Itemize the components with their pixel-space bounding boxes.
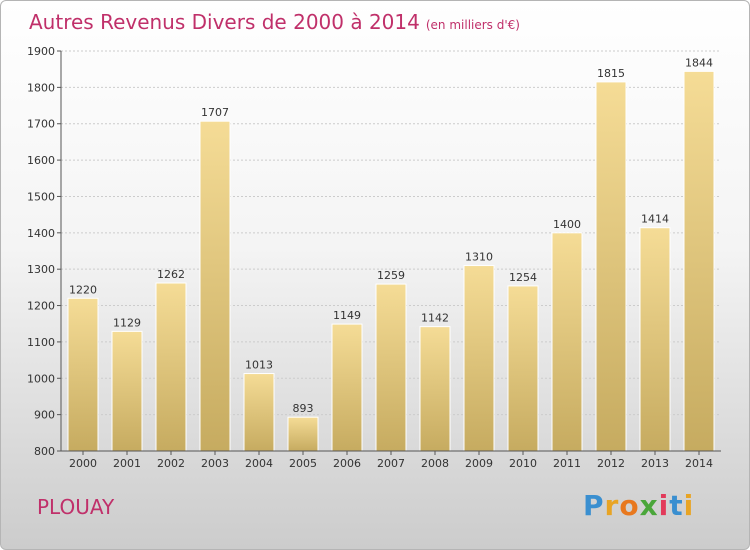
y-tick-label: 1600 — [27, 154, 55, 167]
value-label: 893 — [293, 402, 314, 415]
bar-2014 — [683, 70, 715, 452]
x-tick-label: 2005 — [289, 457, 317, 470]
y-tick-label: 1200 — [27, 300, 55, 313]
x-tick-label: 2012 — [597, 457, 625, 470]
value-label: 1220 — [69, 283, 97, 296]
value-label: 1844 — [685, 56, 713, 69]
value-label: 1259 — [377, 269, 405, 282]
value-label: 1414 — [641, 213, 669, 226]
y-tick-label: 1700 — [27, 118, 55, 131]
y-tick-label: 800 — [34, 445, 55, 458]
y-tick-label: 1300 — [27, 263, 55, 276]
y-tick-label: 1800 — [27, 81, 55, 94]
bar-2012 — [595, 81, 627, 452]
value-label: 1142 — [421, 312, 449, 325]
value-label: 1815 — [597, 67, 625, 80]
value-label: 1400 — [553, 218, 581, 231]
x-tick-label: 2008 — [421, 457, 449, 470]
bar-2000 — [67, 297, 99, 452]
x-tick-label: 2004 — [245, 457, 273, 470]
title-unit: (en milliers d'€) — [425, 18, 520, 32]
x-tick-label: 2009 — [465, 457, 493, 470]
x-tick-label: 2003 — [201, 457, 229, 470]
bar-2008 — [419, 326, 451, 452]
y-tick-label: 1500 — [27, 190, 55, 203]
x-tick-label: 2014 — [685, 457, 713, 470]
x-tick-label: 2000 — [69, 457, 97, 470]
bar-2001 — [111, 330, 143, 452]
bar-2005 — [287, 416, 319, 452]
bar-2011 — [551, 232, 583, 452]
title-text: Autres Revenus Divers de 2000 à 2014 — [29, 10, 420, 34]
y-tick-label: 1400 — [27, 227, 55, 240]
value-label: 1149 — [333, 309, 361, 322]
value-label: 1262 — [157, 268, 185, 281]
value-label: 1310 — [465, 251, 493, 264]
bar-2004 — [243, 373, 275, 452]
chart-title: Autres Revenus Divers de 2000 à 2014 (en … — [29, 10, 520, 34]
value-label: 1254 — [509, 271, 537, 284]
value-label: 1129 — [113, 316, 141, 329]
x-tick-label: 2001 — [113, 457, 141, 470]
bar-2007 — [375, 283, 407, 452]
axes — [57, 50, 721, 455]
x-tick-label: 2010 — [509, 457, 537, 470]
bar-2006 — [331, 323, 363, 452]
labels: 800 900 1000 1100 1200 1300 1400 1500 1600 1700 18… — [27, 45, 713, 470]
y-tick-label: 900 — [34, 409, 55, 422]
x-tick-label: 2013 — [641, 457, 669, 470]
y-tick-label: 1000 — [27, 372, 55, 385]
y-tick-label: 1100 — [27, 336, 55, 349]
proxiti-logo[interactable]: Proxiti — [583, 489, 695, 522]
x-tick-label: 2006 — [333, 457, 361, 470]
bar-2002 — [155, 282, 187, 452]
value-label: 1013 — [245, 359, 273, 372]
bar-2009 — [463, 265, 495, 452]
bar-2013 — [639, 227, 671, 452]
bar-2003 — [199, 120, 231, 452]
value-label: 1707 — [201, 106, 229, 119]
x-tick-label: 2007 — [377, 457, 405, 470]
bar-2010 — [507, 285, 539, 452]
bars — [67, 70, 715, 452]
y-tick-label: 1900 — [27, 45, 55, 58]
x-tick-label: 2002 — [157, 457, 185, 470]
city-label: PLOUAY — [37, 495, 115, 519]
x-tick-label: 2011 — [553, 457, 581, 470]
